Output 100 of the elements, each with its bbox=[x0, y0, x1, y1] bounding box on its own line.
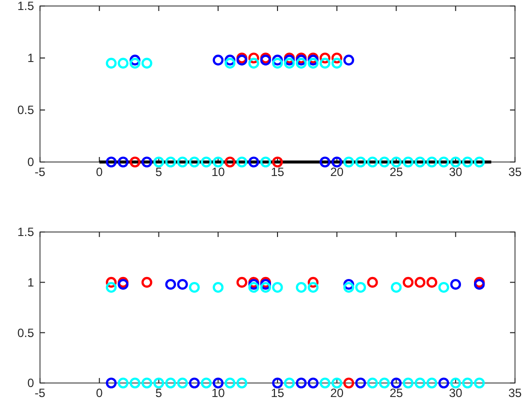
point bbox=[402, 276, 414, 288]
point bbox=[355, 156, 366, 168]
point bbox=[390, 156, 402, 168]
y-tick-label: 1.5 bbox=[17, 225, 34, 240]
point bbox=[130, 378, 140, 388]
x-tick-label: 20 bbox=[330, 165, 344, 179]
point bbox=[450, 278, 462, 290]
point bbox=[106, 58, 117, 69]
point bbox=[390, 378, 402, 388]
point bbox=[378, 156, 390, 168]
point bbox=[474, 378, 485, 388]
point bbox=[272, 58, 283, 69]
point bbox=[177, 278, 188, 290]
point bbox=[438, 156, 450, 168]
point bbox=[224, 58, 236, 69]
point bbox=[462, 378, 473, 388]
point bbox=[165, 378, 176, 388]
point bbox=[331, 58, 342, 69]
point bbox=[224, 156, 236, 168]
point bbox=[165, 278, 176, 290]
point bbox=[118, 378, 129, 388]
point bbox=[118, 58, 129, 69]
point bbox=[320, 52, 330, 64]
x-tick-label: 0 bbox=[96, 165, 104, 179]
x-tick-label: 25 bbox=[390, 386, 404, 400]
point bbox=[296, 282, 307, 293]
x-tick-label: -5 bbox=[34, 386, 46, 400]
point bbox=[296, 58, 307, 69]
y-tick-label: 0.5 bbox=[17, 103, 34, 118]
point bbox=[343, 156, 354, 168]
point bbox=[331, 156, 342, 168]
point bbox=[200, 378, 212, 388]
point bbox=[272, 282, 283, 293]
point bbox=[343, 282, 354, 293]
point bbox=[224, 378, 236, 388]
point bbox=[260, 282, 272, 293]
point bbox=[378, 378, 390, 388]
point bbox=[355, 282, 366, 293]
point bbox=[212, 156, 224, 168]
y-tick-label: 0 bbox=[27, 376, 34, 390]
point bbox=[272, 378, 283, 388]
point bbox=[272, 156, 283, 168]
point bbox=[141, 276, 152, 288]
point bbox=[188, 282, 200, 293]
point bbox=[212, 282, 224, 293]
point bbox=[390, 282, 402, 293]
point bbox=[272, 54, 283, 66]
point bbox=[248, 156, 260, 168]
point bbox=[308, 276, 319, 288]
x-tick-label: 20 bbox=[330, 386, 344, 400]
point bbox=[308, 282, 319, 293]
point bbox=[130, 58, 140, 69]
point bbox=[236, 276, 248, 288]
x-tick-label: 35 bbox=[508, 165, 522, 179]
point bbox=[248, 58, 260, 69]
x-tick-label: 10 bbox=[211, 165, 226, 179]
x-tick-label: 5 bbox=[155, 165, 162, 179]
x-tick-label: 35 bbox=[508, 386, 522, 400]
point bbox=[308, 58, 319, 69]
point bbox=[106, 276, 117, 288]
point bbox=[106, 156, 117, 168]
point bbox=[438, 282, 450, 293]
point bbox=[414, 276, 426, 288]
point bbox=[153, 156, 164, 168]
point bbox=[331, 52, 342, 64]
point bbox=[177, 156, 188, 168]
point bbox=[343, 378, 354, 388]
x-tick-label: -5 bbox=[34, 165, 46, 179]
y-tick-label: 1 bbox=[27, 276, 34, 290]
point bbox=[367, 378, 378, 388]
point bbox=[402, 156, 414, 168]
point bbox=[118, 156, 129, 168]
point bbox=[414, 156, 426, 168]
point bbox=[426, 276, 438, 288]
x-tick-label: 5 bbox=[155, 386, 162, 400]
point bbox=[284, 378, 295, 388]
x-tick-label: 10 bbox=[211, 386, 226, 400]
point bbox=[236, 378, 248, 388]
point bbox=[331, 378, 342, 388]
y-tick-label: 0 bbox=[27, 155, 34, 170]
x-tick-label: 30 bbox=[448, 386, 463, 400]
y-tick-label: 1 bbox=[27, 51, 34, 66]
point bbox=[106, 282, 117, 293]
point bbox=[414, 378, 426, 388]
point bbox=[248, 52, 260, 64]
point bbox=[308, 378, 319, 388]
point bbox=[284, 58, 295, 69]
point bbox=[248, 282, 260, 293]
point bbox=[260, 156, 272, 168]
point bbox=[141, 378, 152, 388]
point bbox=[343, 54, 354, 66]
point bbox=[320, 58, 330, 69]
point bbox=[343, 278, 354, 290]
point bbox=[188, 156, 200, 168]
point bbox=[212, 378, 224, 388]
point bbox=[426, 378, 438, 388]
point bbox=[177, 378, 188, 388]
point bbox=[367, 156, 378, 168]
point bbox=[474, 156, 485, 168]
point bbox=[236, 156, 248, 168]
